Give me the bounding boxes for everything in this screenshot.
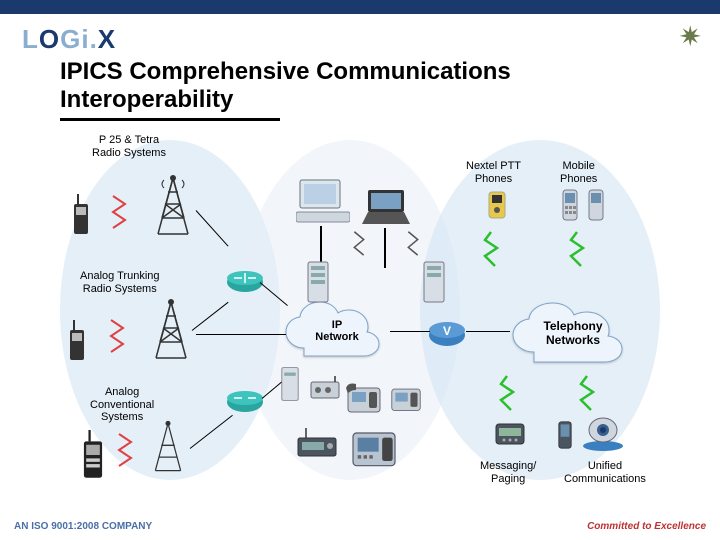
router-icon <box>226 390 264 414</box>
ip-phone-icon <box>344 380 384 416</box>
server-icon <box>280 366 300 402</box>
link-line <box>390 331 430 332</box>
bolt-icon <box>352 230 366 260</box>
logix-logo: LOGi.X <box>22 24 116 55</box>
tower-icon <box>148 298 194 362</box>
tower-icon <box>148 420 188 474</box>
footer-tagline: Committed to Excellence <box>587 521 706 532</box>
title-line2: Interoperability <box>60 86 233 113</box>
logo-o: O <box>39 24 60 54</box>
mobile-phone-icon <box>560 188 580 222</box>
handheld-radio-icon <box>70 194 92 238</box>
page-title: IPICS Comprehensive Communications Inter… <box>60 58 511 113</box>
cloud-telephony-text: Telephony Networks <box>508 319 638 347</box>
nextel-phone-icon <box>486 190 508 220</box>
label-unified: Unified Communications <box>564 460 646 485</box>
mobile-phone-icon <box>586 188 606 222</box>
laptop-icon <box>360 188 412 228</box>
voice-router-icon: V <box>428 320 466 348</box>
label-p25: P 25 & Tetra Radio Systems <box>92 134 166 159</box>
label-nextel: Nextel PTT Phones <box>466 160 521 185</box>
link-line <box>196 334 286 335</box>
logo-l: L <box>22 24 39 54</box>
label-analog-trunking: Analog Trunking Radio Systems <box>80 270 160 295</box>
bolt-icon <box>110 194 128 232</box>
emblem-icon: ✷ <box>679 20 702 53</box>
desktop-icon <box>296 178 350 224</box>
ip-phone-icon <box>350 426 398 468</box>
cloud-telephony: Telephony Networks <box>508 300 638 366</box>
pager-icon <box>494 420 526 446</box>
top-accent-bar <box>0 0 720 14</box>
gateway-box-icon <box>310 376 340 400</box>
label-analog-conventional: Analog Conventional Systems <box>90 386 154 424</box>
cloud-ip-network: IP Network <box>282 300 392 362</box>
bolt-icon <box>578 374 596 412</box>
label-mobile: Mobile Phones <box>560 160 597 185</box>
svg-text:V: V <box>443 324 451 338</box>
handheld-radio-icon <box>80 430 106 480</box>
router-icon <box>226 270 264 294</box>
link-line <box>466 331 510 332</box>
bolt-icon <box>498 374 516 412</box>
bolt-icon <box>482 230 500 268</box>
link-line <box>384 228 386 268</box>
diagram-canvas: P 25 & Tetra Radio Systems Analog Trunki… <box>0 130 720 500</box>
bolt-icon <box>406 230 420 260</box>
server-icon <box>422 260 446 304</box>
tower-icon <box>150 174 196 238</box>
label-messaging: Messaging/ Paging <box>480 460 536 485</box>
ip-phone-icon <box>388 382 424 414</box>
smartphone-icon <box>556 420 574 450</box>
webcam-icon <box>580 416 626 452</box>
title-underline <box>60 118 280 121</box>
logo-x: X <box>98 24 116 54</box>
handheld-radio-icon <box>66 320 88 364</box>
bolt-icon <box>108 318 126 356</box>
base-station-icon <box>296 428 338 458</box>
server-icon <box>306 260 330 304</box>
title-line1: IPICS Comprehensive Communications <box>60 58 511 85</box>
cloud-ip-text: IP Network <box>282 319 392 343</box>
bolt-icon <box>116 432 134 470</box>
bolt-icon <box>568 230 586 268</box>
footer-iso: AN ISO 9001:2008 COMPANY <box>14 521 152 532</box>
logo-gi: Gi. <box>60 24 98 54</box>
